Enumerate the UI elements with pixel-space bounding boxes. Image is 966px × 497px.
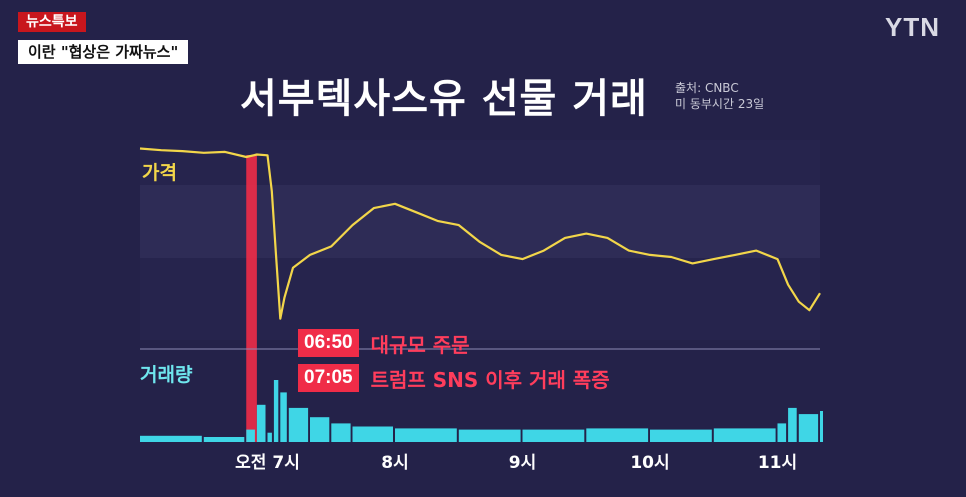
source-line: 출처: CNBC: [675, 81, 739, 95]
volume-bar: [256, 404, 266, 442]
volume-bar: [522, 429, 585, 442]
source-note: 출처: CNBC 미 동부시간 23일: [675, 80, 764, 112]
x-tick-label: 8시: [381, 453, 409, 473]
volume-bar: [458, 429, 521, 442]
annotation-trump-sns: 07:05 트럼프 SNS 이후 거래 폭증: [298, 364, 610, 392]
volume-bar: [395, 428, 457, 442]
volume-bar: [713, 428, 776, 442]
x-tick-label: 10시: [630, 453, 670, 473]
volume-bar: [310, 417, 330, 442]
chart-title: 서부텍사스유 선물 거래: [240, 76, 648, 122]
volume-bar: [352, 426, 393, 442]
large-order-highlight: [246, 155, 257, 442]
breaking-news-badge: 뉴스특보: [18, 12, 86, 32]
volume-bar: [288, 407, 309, 442]
date-line: 미 동부시간 23일: [675, 97, 765, 111]
volume-bar: [246, 429, 255, 442]
annotation-large-order: 06:50 대규모 주문: [298, 329, 470, 357]
volume-bar: [788, 407, 797, 442]
volume-bar: [650, 429, 712, 442]
headline-caption: 이란 "협상은 가짜뉴스": [18, 40, 189, 64]
volume-bar: [140, 435, 202, 442]
x-tick-label: 11시: [757, 453, 798, 473]
ytn-logo: YTN: [885, 12, 940, 42]
annotation-text: 트럼프 SNS 이후 거래 폭증: [370, 367, 610, 392]
volume-bar: [280, 392, 287, 442]
volume-bar: [203, 437, 245, 442]
volume-bar: [273, 380, 279, 442]
grid-band: [140, 140, 820, 185]
volume-bar: [798, 414, 819, 442]
annotation-time: 07:05: [298, 364, 359, 392]
x-tick-label: 9시: [508, 453, 537, 473]
volume-bar: [820, 411, 823, 442]
volume-bar: [331, 423, 351, 442]
x-tick-label: 오전 7시: [235, 453, 300, 473]
annotation-time: 06:50: [298, 329, 359, 357]
grid-band: [140, 258, 820, 340]
price-label: 가격: [142, 162, 177, 184]
volume-bar: [777, 423, 787, 442]
volume-bar: [267, 432, 272, 442]
volume-label: 거래량: [140, 364, 193, 386]
grid-band: [140, 185, 820, 258]
price-series-line: [139, 147, 821, 320]
volume-bar: [586, 428, 649, 442]
annotation-text: 대규모 주문: [370, 332, 470, 357]
